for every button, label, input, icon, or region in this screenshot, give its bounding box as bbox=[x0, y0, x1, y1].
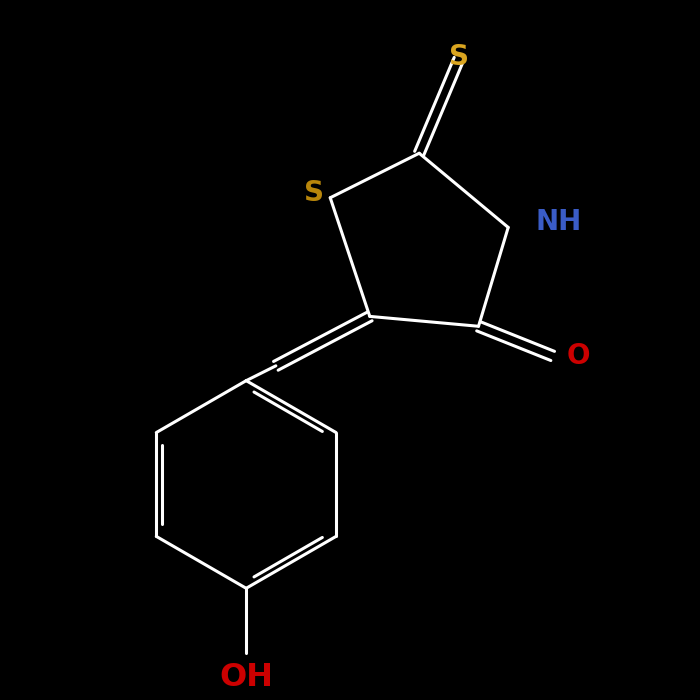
Text: NH: NH bbox=[536, 209, 582, 237]
Text: OH: OH bbox=[219, 662, 273, 694]
Text: S: S bbox=[304, 178, 324, 206]
Text: S: S bbox=[449, 43, 469, 71]
Text: O: O bbox=[566, 342, 590, 370]
